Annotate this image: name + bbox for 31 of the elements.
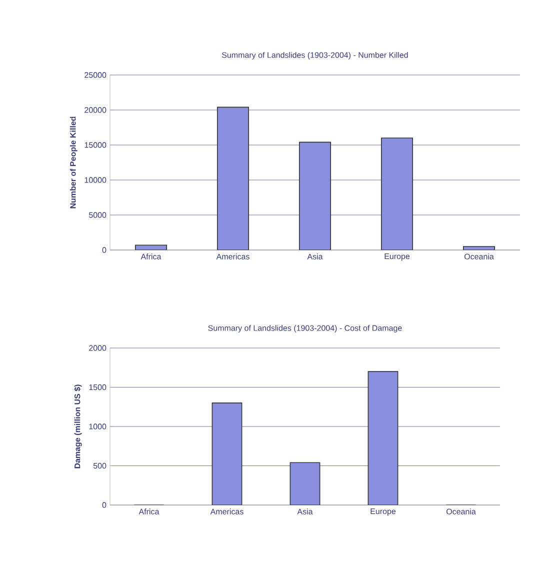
y-tick-label: 15000 — [84, 142, 106, 148]
chart-title: Summary of Landslides (1903-2004) - Cost of Damage — [208, 325, 402, 332]
y-tick-label: 20000 — [84, 107, 106, 113]
bar — [217, 106, 249, 250]
bar — [299, 142, 331, 250]
x-tick-label: Oceania — [464, 254, 494, 260]
x-tick-label: Europe — [370, 508, 396, 516]
y-tick-label: 0 — [102, 502, 106, 508]
x-tick-label: Asia — [297, 508, 313, 514]
x-tick-label: Africa — [138, 508, 160, 514]
y-tick-label: 0 — [102, 247, 106, 253]
y-tick-label: 10000 — [84, 177, 106, 183]
y-axis-title: Damage (million US $) — [74, 384, 82, 468]
bar — [290, 462, 320, 505]
y-tick-label: 5000 — [88, 212, 106, 218]
x-tick-label: Oceania — [446, 508, 476, 514]
x-tick-label: Asia — [307, 254, 323, 260]
y-tick-label: 2000 — [89, 345, 106, 351]
y-tick-label: 1000 — [89, 424, 106, 430]
y-tick-label: 25000 — [84, 72, 106, 78]
y-tick-label: 1500 — [89, 384, 106, 390]
y-axis-title: Number of People Killed — [70, 116, 78, 208]
bar — [368, 371, 398, 505]
x-tick-label: Africa — [140, 254, 162, 260]
bar — [212, 402, 242, 505]
x-tick-label: Europe — [384, 254, 410, 261]
bar — [381, 138, 413, 250]
x-tick-label: Americas — [210, 508, 244, 514]
y-tick-label: 500 — [93, 462, 106, 469]
chart-title: Summary of Landslides (1903-2004) - Number Killed — [222, 52, 408, 60]
x-tick-label: Americas — [216, 254, 250, 260]
